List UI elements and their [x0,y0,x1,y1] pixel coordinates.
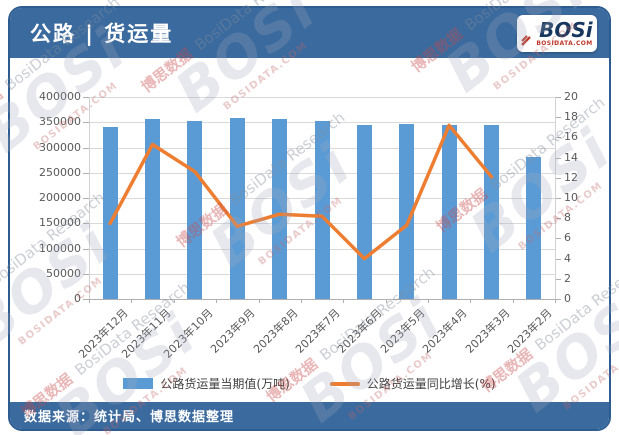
header-bar: 公路 | 货运量 BOSi BOSIDATA.COM [10,8,609,58]
logo-brand-text: BOSi [539,17,593,42]
chart-plot-background [10,58,609,402]
chart-card: 公路 | 货运量 BOSi BOSIDATA.COM 数据来源：统计局、博思数据… [8,6,611,431]
legend: 公路货运量当期值(万吨) 公路货运量同比增长(%) [8,375,611,392]
legend-swatch-line-icon [329,381,360,386]
data-source-text: 数据来源：统计局、博思数据整理 [24,410,235,425]
brand-logo: BOSi BOSIDATA.COM [517,14,597,52]
page-title: 公路 | 货运量 [30,22,174,46]
logo-stripes-icon [521,31,533,46]
legend-label-bar-series: 公路货运量当期值(万吨) [160,377,290,391]
logo-domain-text: BOSIDATA.COM [536,39,593,47]
legend-swatch-bar-icon [123,378,154,389]
legend-item-bar-series: 公路货运量当期值(万吨) [123,375,290,392]
watermark-cn-text: 博思数据 [0,84,7,137]
footer-bar: 数据来源：统计局、博思数据整理 [10,402,609,429]
legend-label-line-series: 公路货运量同比增长(%) [366,377,496,391]
legend-item-line-series: 公路货运量同比增长(%) [329,375,496,392]
